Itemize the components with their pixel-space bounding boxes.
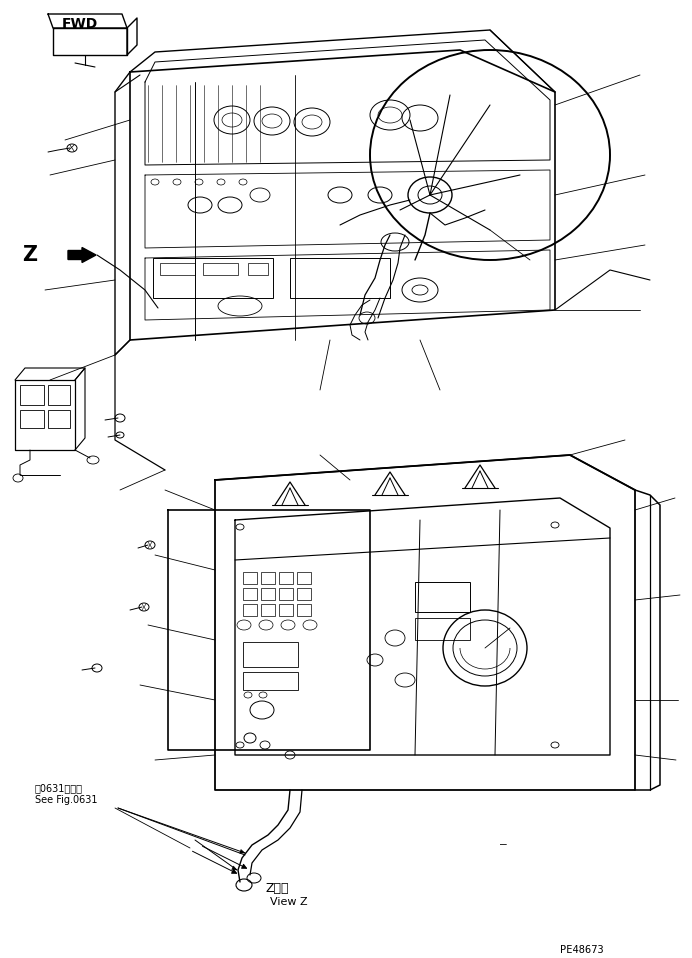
Bar (48, 385, 70, 405)
Text: FWD: FWD (62, 17, 98, 31)
Bar (279, 572, 293, 584)
Bar (153, 258, 273, 298)
Bar (261, 588, 275, 600)
Bar (297, 604, 311, 616)
Text: PE48673: PE48673 (560, 945, 603, 955)
Text: Z: Z (22, 245, 37, 265)
Bar (415, 582, 470, 612)
Bar (243, 572, 257, 584)
Text: Z　視: Z 視 (265, 881, 289, 895)
Bar (279, 604, 293, 616)
Bar (290, 258, 390, 298)
Bar (248, 263, 268, 275)
Bar (203, 263, 238, 275)
Text: View Z: View Z (270, 897, 308, 907)
Bar (48, 410, 70, 428)
Bar (243, 642, 298, 667)
Bar (243, 604, 257, 616)
Bar (279, 588, 293, 600)
Bar (243, 588, 257, 600)
Bar (415, 618, 470, 640)
Bar (243, 672, 298, 690)
Bar (297, 572, 311, 584)
Bar (297, 588, 311, 600)
Bar (20, 410, 44, 428)
Polygon shape (239, 850, 245, 854)
Polygon shape (232, 866, 237, 870)
Text: _: _ (500, 835, 507, 845)
Text: See Fig.0631: See Fig.0631 (35, 795, 98, 805)
Bar (160, 263, 195, 275)
Bar (261, 604, 275, 616)
Text: 第0631図参照: 第0631図参照 (35, 783, 83, 793)
Bar (261, 572, 275, 584)
Bar (20, 385, 44, 405)
FancyArrow shape (68, 247, 96, 262)
